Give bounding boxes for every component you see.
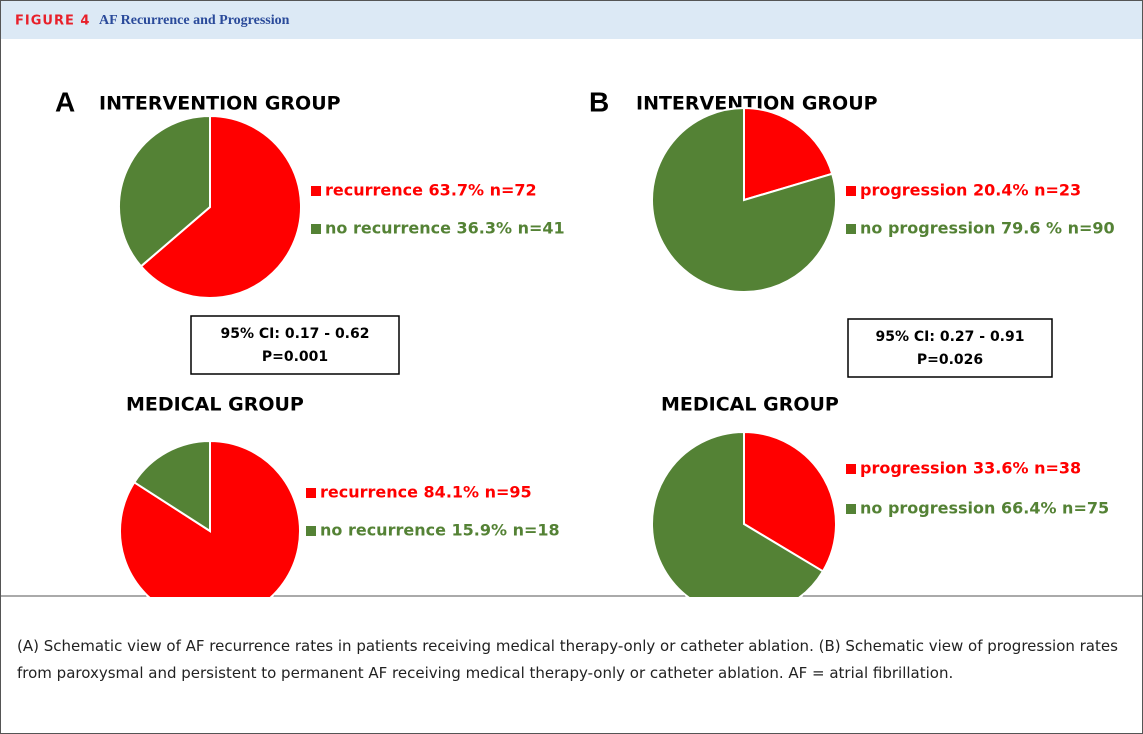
panel-letter: B <box>589 86 609 117</box>
legend-label: recurrence 84.1% n=95 <box>320 483 532 502</box>
legend-label: no recurrence 15.9% n=18 <box>320 521 560 540</box>
legend-label: progression 33.6% n=38 <box>860 459 1081 478</box>
figure-label: FIGURE 4 <box>15 14 90 29</box>
p-text: P=0.001 <box>262 349 328 365</box>
legend-swatch <box>311 224 321 234</box>
pie-slice <box>132 439 211 533</box>
legend-label: progression 20.4% n=23 <box>860 181 1081 200</box>
pie-slice <box>139 114 302 299</box>
pie-title: INTERVENTION GROUP <box>99 93 341 115</box>
pie-slice <box>743 106 834 202</box>
header-band <box>1 1 1142 39</box>
legend-label: no recurrence 36.3% n=41 <box>325 219 565 238</box>
legend-swatch <box>846 224 856 234</box>
pie-slice <box>743 430 837 573</box>
ci-text: 95% CI: 0.17 - 0.62 <box>221 326 370 342</box>
panel-letter: A <box>55 86 75 117</box>
caption: (A) Schematic view of AF recurrence rate… <box>17 637 1118 682</box>
pie-title: MEDICAL GROUP <box>126 394 304 416</box>
pie-slice <box>651 106 837 293</box>
legend-label: no progression 79.6 % n=90 <box>860 219 1115 238</box>
legend-swatch <box>846 504 856 514</box>
legend-swatch <box>306 526 316 536</box>
legend-swatch <box>846 186 856 196</box>
pie-slice <box>118 114 211 268</box>
legend-label: recurrence 63.7% n=72 <box>325 181 537 200</box>
pie-slice <box>651 430 825 597</box>
ci-text: 95% CI: 0.27 - 0.91 <box>876 329 1025 345</box>
ci-box <box>190 315 400 375</box>
pie-title: MEDICAL GROUP <box>661 394 839 416</box>
p-text: P=0.026 <box>917 352 983 368</box>
figure-title: AF Recurrence and Progression <box>99 13 290 28</box>
legend-label: no progression 66.4% n=75 <box>860 499 1109 518</box>
chart: FIGURE 4 AF Recurrence and Progression A… <box>1 1 1142 597</box>
legend-swatch <box>311 186 321 196</box>
pie-title: INTERVENTION GROUP <box>636 93 878 115</box>
legend-swatch <box>306 488 316 498</box>
ci-box <box>847 318 1053 378</box>
legend-swatch <box>846 464 856 474</box>
